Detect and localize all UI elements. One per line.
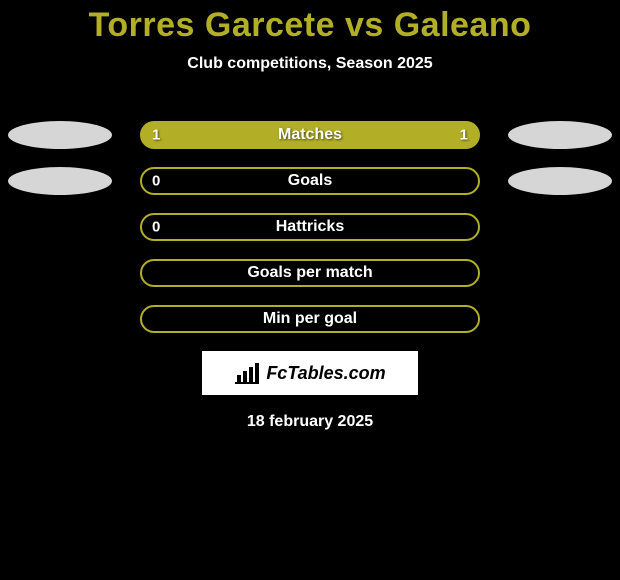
player-left-placeholder xyxy=(8,121,112,149)
subtitle: Club competitions, Season 2025 xyxy=(0,55,620,73)
stat-row: 1 1 Matches xyxy=(0,121,620,149)
player-right-placeholder xyxy=(508,167,612,195)
stats-rows: 1 1 Matches 0 Goals 0 Hattricks Goals per match… xyxy=(0,121,620,333)
stat-row: Goals per match xyxy=(0,259,620,287)
page-title: Torres Garcete vs Galeano xyxy=(0,0,620,45)
bar-chart-icon xyxy=(234,362,260,384)
stat-pill: 0 Goals xyxy=(140,167,480,195)
stat-pill: Min per goal xyxy=(140,305,480,333)
stat-row: Min per goal xyxy=(0,305,620,333)
player-right-placeholder xyxy=(508,121,612,149)
stat-row: 0 Goals xyxy=(0,167,620,195)
stat-label: Goals per match xyxy=(247,264,372,282)
stat-label: Hattricks xyxy=(276,218,344,236)
stat-row: 0 Hattricks xyxy=(0,213,620,241)
stat-left-value: 0 xyxy=(152,173,160,190)
stat-pill: Goals per match xyxy=(140,259,480,287)
stat-pill: 0 Hattricks xyxy=(140,213,480,241)
player-left-placeholder xyxy=(8,167,112,195)
stat-label: Goals xyxy=(288,172,332,190)
stat-left-value: 0 xyxy=(152,219,160,236)
stat-pill: 1 1 Matches xyxy=(140,121,480,149)
date-label: 18 february 2025 xyxy=(0,413,620,431)
stat-left-value: 1 xyxy=(152,127,160,144)
stat-right-value: 1 xyxy=(460,127,468,144)
stat-label: Min per goal xyxy=(263,310,357,328)
logo-box: FcTables.com xyxy=(202,351,418,395)
logo-text: FcTables.com xyxy=(266,363,385,384)
stat-label: Matches xyxy=(278,126,342,144)
